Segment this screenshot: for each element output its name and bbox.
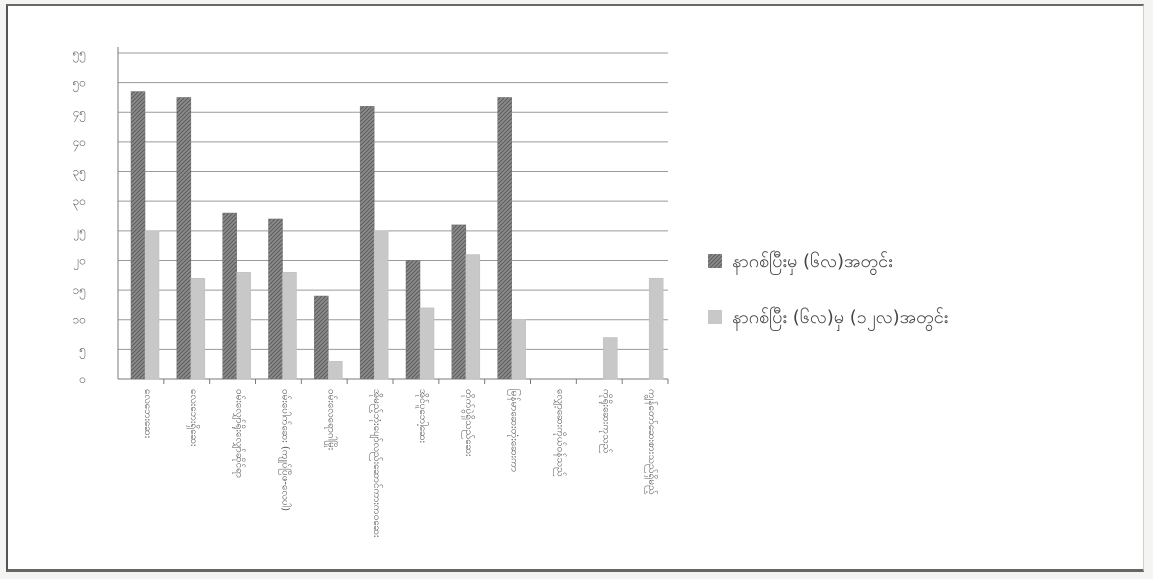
bar-series-1 xyxy=(497,97,512,380)
bar-series-2 xyxy=(373,230,389,380)
y-tick-label: ၀ xyxy=(79,372,86,386)
bar-series-1 xyxy=(314,295,329,380)
bar-series-1 xyxy=(405,260,421,380)
x-category-label: အိုင်ပူဘေါ့ဆေး xyxy=(415,389,430,444)
chart-frame: ၀ ၅ ၁၀ ၁၅ ၂၀ ၂၅ ၃၀ ၃၅ ၄၀ ၄၅ ၅၀ ၅၅လေဘေးဆေး လေးဘေးရှိဆ… xyxy=(6,4,1144,572)
bar-series-2 xyxy=(236,272,251,380)
x-category-label: ကျွန်တော်ဆေးစားသည်ရှိမည့် xyxy=(643,389,659,495)
x-category-label: တိုက်ပွဲရှိသည်ဆေး xyxy=(461,389,476,457)
y-tick-label: ၃၅ xyxy=(73,165,87,182)
x-category-label: အိုမည့်ဘုံးပျော်လည်းဆောင်ကားကဝဆေး xyxy=(369,389,384,538)
y-tick-label: ၂၅ xyxy=(73,224,86,241)
legend-swatch xyxy=(708,310,722,324)
x-category-label: ဝမ်းပေါက်ဆေး (ကျုပ်ပြိဖ-လေပါ) xyxy=(277,389,293,511)
bar-series-2 xyxy=(328,360,343,380)
y-tick-label: ၂၀ xyxy=(73,253,86,270)
legend: နာဂစ်ပြီးမှ (၆လ)အတွင်းနာဂစ်ပြီး (၆လ)မှ (… xyxy=(708,251,948,331)
bar-series-2 xyxy=(419,307,435,380)
legend-label: နာဂစ်ပြီးမှ (၆လ)အတွင်း xyxy=(732,251,893,275)
bar-series-1 xyxy=(451,224,467,380)
bar-series-2 xyxy=(511,319,526,380)
legend-swatch xyxy=(708,254,722,268)
x-category-label: လေးဘေးရှိဆေး xyxy=(186,389,201,447)
y-tick-label: ၅ xyxy=(79,342,86,359)
bar-series-1 xyxy=(176,97,192,380)
bar-series-2 xyxy=(144,230,160,380)
y-tick-label: ၄၀ xyxy=(73,135,87,152)
y-tick-label: ၁၀ xyxy=(73,313,87,327)
x-category-label: ကိုရိုးဆေးကုသည် xyxy=(598,389,613,453)
bar-chart: ၀ ၅ ၁၀ ၁၅ ၂၀ ၂၅ ၃၀ ၃၅ ၄၀ ၄၅ ၅၀ ၅၅လေဘေးဆေး လေးဘေးရှိဆ… xyxy=(73,46,949,538)
x-category-label: ဝမ်းလေရောဂါမြိုး xyxy=(323,389,339,451)
x-category-label: ဝမ်းလျှော်ရိုးလျှော်ဆိုင်ရာ xyxy=(232,389,247,478)
bar-series-2 xyxy=(648,277,664,380)
y-tick-label: ၁၅ xyxy=(73,283,87,300)
bar-series-1 xyxy=(222,212,237,380)
legend-label: နာဂစ်ပြီး (၆လ)မှ (၁၂လ)အတွင်း xyxy=(732,307,948,331)
bar-series-2 xyxy=(465,254,481,380)
y-tick-label: ၅၀ xyxy=(73,76,87,93)
bar-series-2 xyxy=(190,277,206,380)
bar-series-1 xyxy=(130,91,146,380)
y-tick-label: ၄၅ xyxy=(73,105,87,122)
y-tick-label: ၅၅ xyxy=(73,46,87,63)
bar-series-1 xyxy=(359,106,375,380)
x-category-label: လေဘေးဆေး xyxy=(142,389,153,439)
bar-series-1 xyxy=(268,218,283,380)
bar-series-2 xyxy=(603,337,618,380)
bar-series-2 xyxy=(282,272,297,380)
x-category-label: မြန်မာဆေးတုံးဆေးကာ xyxy=(507,389,523,472)
x-category-label: လျှော့ဆေးကိုယ်ဝန်သည် xyxy=(552,389,567,477)
y-tick-label: ၃၀ xyxy=(73,194,87,211)
